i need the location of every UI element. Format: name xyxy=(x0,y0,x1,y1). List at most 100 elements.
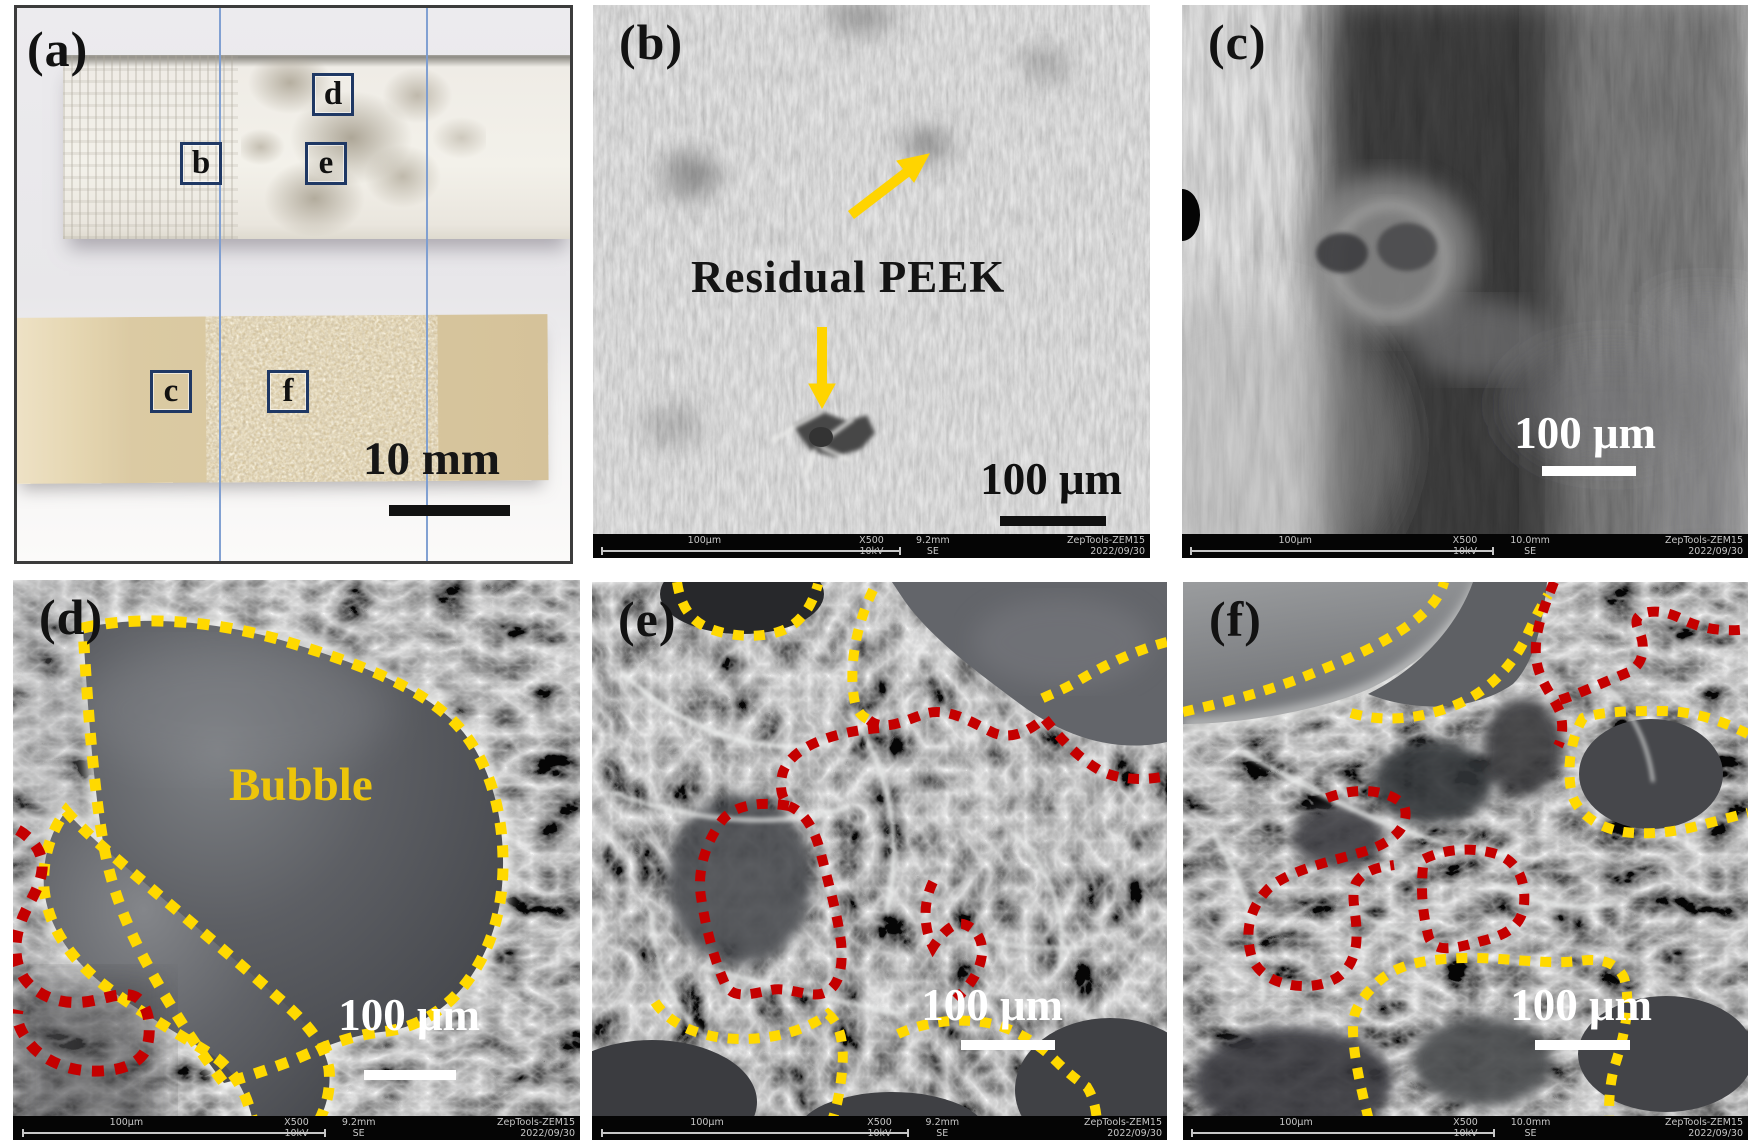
lower-sample-strip xyxy=(17,314,549,484)
sem-micrograph-c xyxy=(1182,5,1748,558)
sem-metadata-bar: 100μm X500 10kV 9.2mm SE ZepTools-ZEM15 … xyxy=(593,534,1150,558)
bubble-outlines-yellow xyxy=(1183,582,1748,1140)
panel-b: (b) Residual PEEK 100 μm 100μm X500 10kV… xyxy=(593,5,1150,558)
weave-texture xyxy=(63,55,238,239)
marker-letter: c xyxy=(163,373,179,409)
granular-region xyxy=(205,314,439,483)
panel-f: (f) 100 μm 100μm X500 10kV 10.0mm SE Zep… xyxy=(1183,582,1748,1140)
panel-c: (c) 100 μm 100μm X500 10kV 10.0mm SE Zep… xyxy=(1182,5,1748,558)
sem-micrograph-d xyxy=(13,580,580,1140)
scale-bar xyxy=(1000,516,1106,526)
meta-voltage: 10kV xyxy=(859,546,884,557)
scale-label: 10 mm xyxy=(363,433,501,485)
panel-e: (e) 100 μm 100μm X500 10kV 9.2mm SE ZepT… xyxy=(592,582,1167,1140)
sem-metadata-bar: 100μm X500 10kV 9.2mm SE ZepTools-ZEM15 … xyxy=(13,1116,580,1140)
scale-bar xyxy=(1542,466,1636,476)
panel-label-c: (c) xyxy=(1208,14,1267,70)
meta-magnification: X500 xyxy=(1452,535,1478,546)
meta-detector: SE xyxy=(352,1128,365,1139)
meta-scale: 100μm xyxy=(109,1117,144,1128)
dark-crevices xyxy=(1193,697,1563,1137)
sem-metadata-bar: 100μm X500 10kV 10.0mm SE ZepTools-ZEM15… xyxy=(1182,534,1748,558)
region-marker-f: f xyxy=(267,370,309,413)
edge-hole xyxy=(1182,189,1200,241)
meta-date: 2022/09/30 xyxy=(520,1128,575,1139)
sem-micrograph-f xyxy=(1183,582,1748,1140)
meta-working-distance: 10.0mm xyxy=(1510,1117,1551,1128)
region-marker-c: c xyxy=(150,370,192,413)
meta-scale: 100μm xyxy=(687,535,722,546)
meta-date: 2022/09/30 xyxy=(1688,1128,1743,1139)
defect-outlines-red xyxy=(695,707,1167,1003)
scale-bar xyxy=(1535,1040,1630,1050)
meta-voltage: 10kV xyxy=(284,1128,309,1139)
panel-label-b: (b) xyxy=(619,14,684,70)
bubble2-outline-yellow xyxy=(38,802,336,1140)
meta-voltage: 10kV xyxy=(1452,546,1478,557)
sem-micrograph-e xyxy=(592,582,1167,1140)
scale-bar xyxy=(961,1040,1055,1050)
panel-label-e: (e) xyxy=(618,591,677,647)
residual-peek-annotation: Residual PEEK xyxy=(691,252,1006,302)
meta-instrument: ZepTools-ZEM15 xyxy=(1083,1117,1162,1128)
worn-region xyxy=(241,55,486,239)
meta-magnification: X500 xyxy=(1453,1117,1478,1128)
central-wear-feature xyxy=(1299,175,1552,380)
meta-working-distance: 9.2mm xyxy=(916,535,950,546)
meta-scale: 100μm xyxy=(1279,1117,1313,1128)
meta-date: 2022/09/30 xyxy=(1688,546,1743,557)
meta-ruler xyxy=(601,547,901,555)
bubble-outline-yellow xyxy=(77,615,509,1090)
panel-label-d: (d) xyxy=(39,589,104,645)
meta-ruler xyxy=(1190,547,1495,555)
meta-voltage: 10kV xyxy=(867,1128,892,1139)
meta-scale: 100μm xyxy=(690,1117,724,1128)
meta-instrument: ZepTools-ZEM15 xyxy=(1664,535,1743,546)
meta-date: 2022/09/30 xyxy=(1107,1128,1162,1139)
pit-defect xyxy=(770,409,875,476)
defect-outline-red xyxy=(13,825,155,1077)
guide-line-left xyxy=(219,8,221,561)
meta-working-distance: 9.2mm xyxy=(341,1117,376,1128)
scale-label: 100 μm xyxy=(1510,980,1652,1030)
dark-blemishes xyxy=(643,5,1071,447)
meta-scale: 100μm xyxy=(1278,535,1312,546)
meta-instrument: ZepTools-ZEM15 xyxy=(1664,1117,1743,1128)
meta-detector: SE xyxy=(926,546,939,557)
marker-letter: e xyxy=(318,145,334,181)
marker-letter: d xyxy=(323,76,343,112)
region-marker-d: d xyxy=(312,73,354,116)
sem-micrograph-b xyxy=(593,5,1150,558)
meta-instrument: ZepTools-ZEM15 xyxy=(496,1117,575,1128)
region-marker-e: e xyxy=(305,142,347,185)
scale-label: 100 μm xyxy=(921,980,1063,1030)
meta-detector: SE xyxy=(936,1128,949,1139)
residual-peek-arrows xyxy=(808,153,930,410)
marker-letter: b xyxy=(191,145,211,181)
meta-voltage: 10kV xyxy=(1453,1128,1478,1139)
bubble-annotation: Bubble xyxy=(229,759,373,811)
scale-label: 100 μm xyxy=(1514,408,1656,458)
scale-label: 100 μm xyxy=(980,454,1122,504)
meta-working-distance: 9.2mm xyxy=(925,1117,960,1128)
panel-label-a: (a) xyxy=(27,21,89,77)
meta-detector: SE xyxy=(1524,546,1537,557)
marker-letter: f xyxy=(282,373,294,409)
region-marker-b: b xyxy=(180,142,222,185)
meta-working-distance: 10.0mm xyxy=(1510,535,1550,546)
upper-sample-strip xyxy=(63,55,570,239)
bubble-outlines-yellow xyxy=(650,582,1167,1140)
scale-bar xyxy=(364,1070,456,1080)
fracture-ridges xyxy=(1211,680,1655,1003)
sem-metadata-bar: 100μm X500 10kV 9.2mm SE ZepTools-ZEM15 … xyxy=(592,1116,1167,1140)
panel-label-f: (f) xyxy=(1209,591,1262,647)
meta-detector: SE xyxy=(1524,1128,1537,1139)
meta-ruler xyxy=(21,1129,326,1137)
meta-magnification: X500 xyxy=(284,1117,309,1128)
panel-d: (d) Bubble 100 μm 100μm X500 10kV 9.2mm … xyxy=(13,580,580,1140)
guide-line-right xyxy=(426,8,428,561)
meta-magnification: X500 xyxy=(867,1117,892,1128)
meta-instrument: ZepTools-ZEM15 xyxy=(1066,535,1145,546)
scale-bar xyxy=(389,505,510,516)
